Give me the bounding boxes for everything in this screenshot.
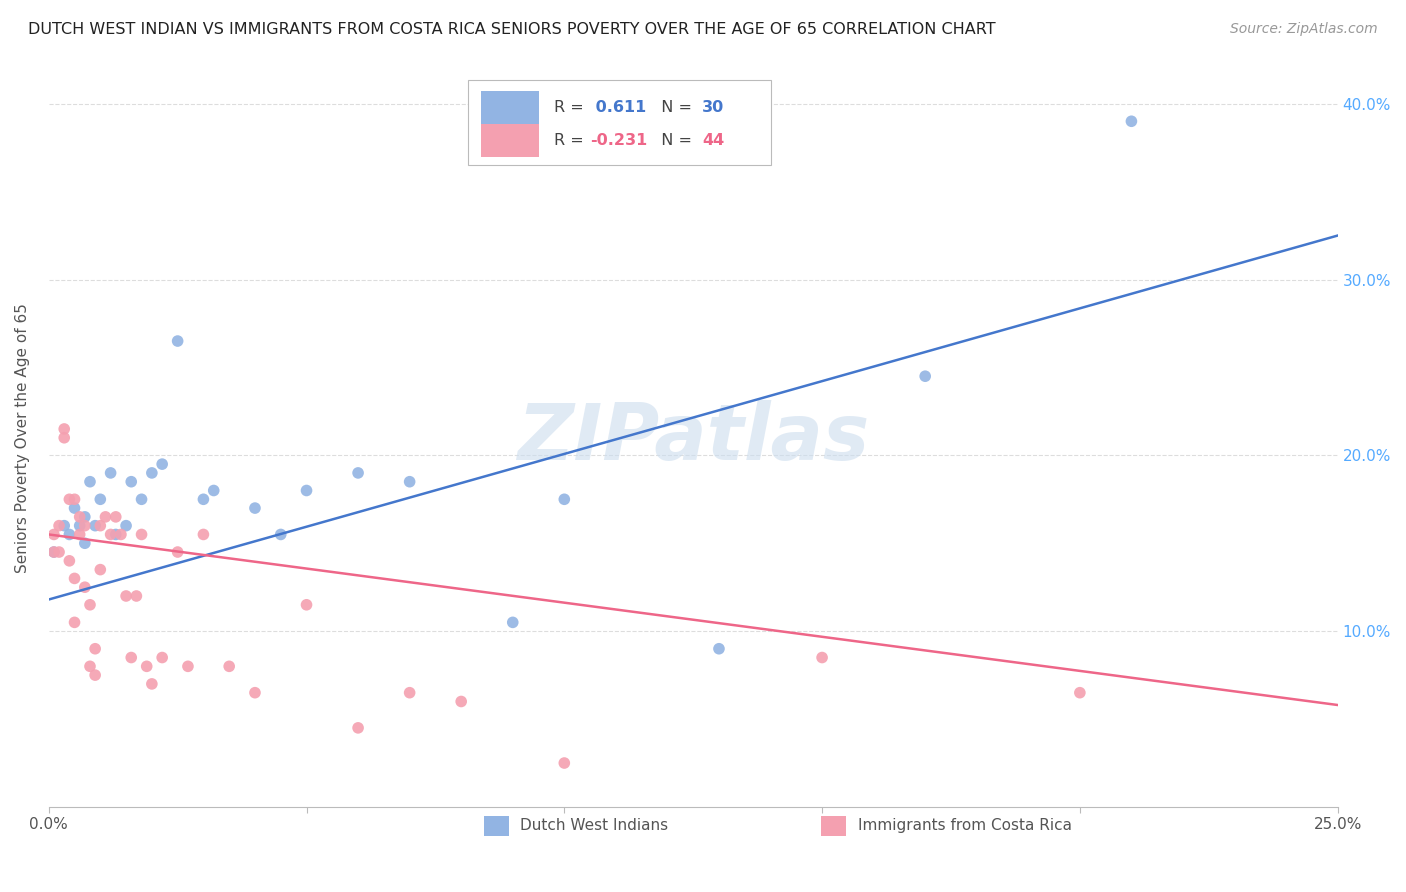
Point bbox=[150, 457, 173, 471]
Point bbox=[58, 527, 80, 541]
Point bbox=[120, 650, 142, 665]
FancyBboxPatch shape bbox=[468, 79, 770, 164]
Point bbox=[914, 369, 936, 384]
Text: 30: 30 bbox=[702, 100, 724, 115]
Point bbox=[100, 527, 122, 541]
Point bbox=[120, 475, 142, 489]
Point bbox=[69, 527, 91, 541]
Text: 44: 44 bbox=[702, 133, 724, 148]
Point bbox=[243, 501, 266, 516]
Point bbox=[193, 492, 215, 507]
Point bbox=[166, 545, 188, 559]
Point bbox=[115, 589, 138, 603]
Point bbox=[84, 518, 107, 533]
Point bbox=[63, 492, 86, 507]
Point bbox=[131, 527, 153, 541]
Point bbox=[150, 650, 173, 665]
Text: DUTCH WEST INDIAN VS IMMIGRANTS FROM COSTA RICA SENIORS POVERTY OVER THE AGE OF : DUTCH WEST INDIAN VS IMMIGRANTS FROM COS… bbox=[28, 22, 995, 37]
Point bbox=[48, 518, 70, 533]
FancyBboxPatch shape bbox=[481, 91, 538, 124]
Point bbox=[553, 492, 575, 507]
Point bbox=[104, 527, 127, 541]
Point bbox=[73, 580, 96, 594]
Point bbox=[53, 422, 76, 436]
Point bbox=[135, 659, 157, 673]
Point bbox=[347, 466, 370, 480]
Point bbox=[202, 483, 225, 498]
Point bbox=[53, 431, 76, 445]
Point bbox=[115, 518, 138, 533]
Point bbox=[63, 501, 86, 516]
Point bbox=[125, 589, 148, 603]
Text: Immigrants from Costa Rica: Immigrants from Costa Rica bbox=[858, 818, 1071, 833]
Point bbox=[73, 536, 96, 550]
Text: -0.231: -0.231 bbox=[591, 133, 647, 148]
Point bbox=[69, 518, 91, 533]
Point bbox=[53, 518, 76, 533]
Point bbox=[58, 492, 80, 507]
Point bbox=[502, 615, 524, 630]
Point bbox=[104, 509, 127, 524]
Text: ZIPatlas: ZIPatlas bbox=[517, 400, 869, 475]
Point bbox=[79, 598, 101, 612]
Point bbox=[48, 545, 70, 559]
Point bbox=[73, 518, 96, 533]
Point bbox=[42, 545, 65, 559]
Text: Source: ZipAtlas.com: Source: ZipAtlas.com bbox=[1230, 22, 1378, 37]
Point bbox=[218, 659, 240, 673]
Point bbox=[84, 641, 107, 656]
Point bbox=[450, 694, 472, 708]
Point bbox=[398, 686, 420, 700]
Point bbox=[94, 509, 117, 524]
Point bbox=[89, 563, 111, 577]
Text: R =: R = bbox=[554, 133, 589, 148]
Point bbox=[707, 641, 730, 656]
Point bbox=[270, 527, 292, 541]
Point bbox=[398, 475, 420, 489]
Point bbox=[63, 615, 86, 630]
Point bbox=[63, 571, 86, 585]
FancyBboxPatch shape bbox=[481, 123, 538, 157]
Text: 0.611: 0.611 bbox=[591, 100, 647, 115]
Point bbox=[141, 677, 163, 691]
Point bbox=[84, 668, 107, 682]
Point bbox=[295, 598, 318, 612]
Point bbox=[73, 509, 96, 524]
Point bbox=[100, 466, 122, 480]
Text: N =: N = bbox=[651, 100, 697, 115]
Point bbox=[69, 509, 91, 524]
Point bbox=[58, 554, 80, 568]
Point bbox=[1069, 686, 1091, 700]
Point bbox=[141, 466, 163, 480]
Point bbox=[1121, 114, 1143, 128]
Text: N =: N = bbox=[651, 133, 697, 148]
Point bbox=[553, 756, 575, 770]
Point bbox=[166, 334, 188, 348]
Point bbox=[89, 518, 111, 533]
Point bbox=[42, 545, 65, 559]
Point bbox=[42, 527, 65, 541]
Point bbox=[110, 527, 132, 541]
Text: Dutch West Indians: Dutch West Indians bbox=[520, 818, 668, 833]
Y-axis label: Seniors Poverty Over the Age of 65: Seniors Poverty Over the Age of 65 bbox=[15, 302, 30, 573]
Point bbox=[295, 483, 318, 498]
Point bbox=[79, 659, 101, 673]
Point bbox=[131, 492, 153, 507]
Point bbox=[243, 686, 266, 700]
Point bbox=[347, 721, 370, 735]
Point bbox=[177, 659, 200, 673]
Point bbox=[811, 650, 834, 665]
Point bbox=[89, 492, 111, 507]
Point bbox=[193, 527, 215, 541]
Point bbox=[79, 475, 101, 489]
Text: R =: R = bbox=[554, 100, 589, 115]
